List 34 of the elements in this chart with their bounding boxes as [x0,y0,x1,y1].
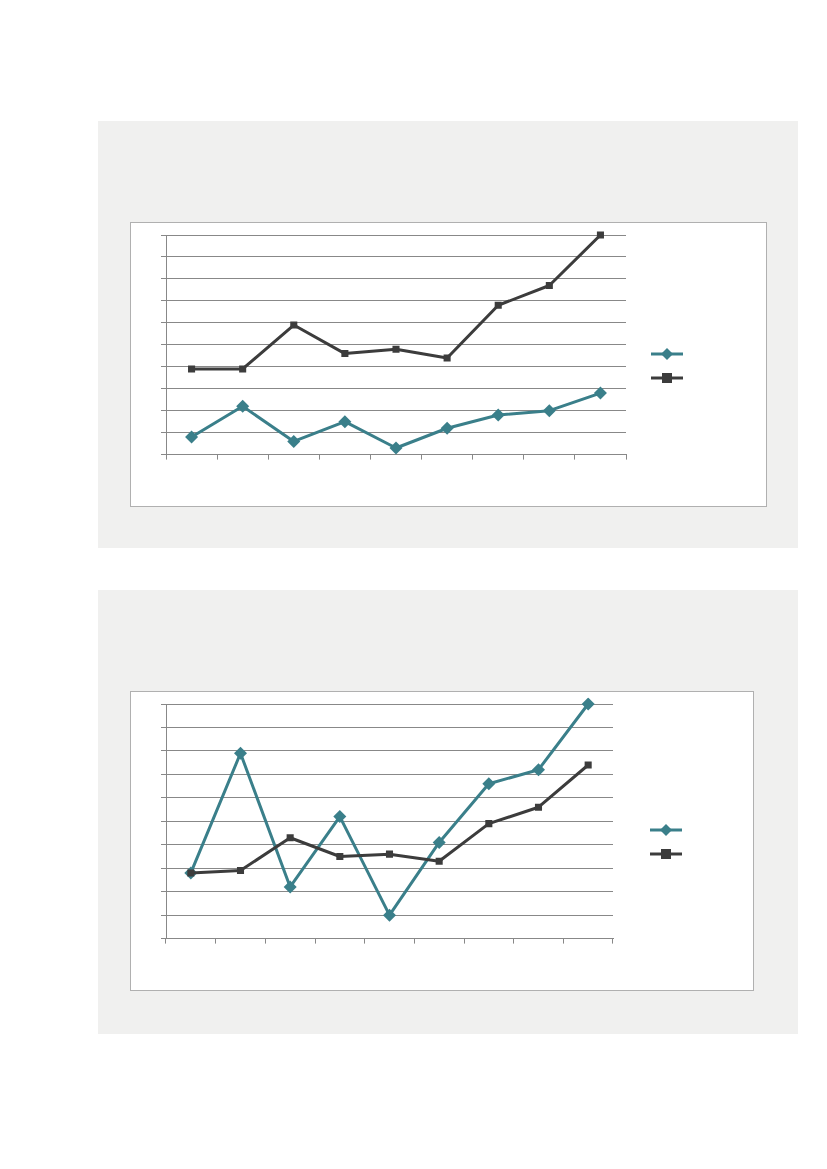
point [336,852,344,861]
point [341,350,349,358]
point [435,857,443,865]
point [283,880,297,894]
point [542,404,556,418]
point [188,365,196,373]
point [236,399,250,413]
point [234,746,247,760]
point [392,345,400,353]
point [333,810,347,824]
point [482,777,496,791]
point [584,761,592,769]
point [596,231,604,239]
point [494,301,502,309]
point [287,434,301,448]
point [532,763,545,777]
point [236,867,245,875]
point [593,386,607,400]
point [485,820,493,828]
point [290,321,298,329]
point [338,415,352,429]
point [385,850,394,858]
point [443,354,451,362]
point [440,421,454,435]
point [534,803,543,811]
point [432,835,446,849]
point [545,281,553,290]
point [389,441,403,455]
point [581,697,595,711]
point [286,834,294,842]
point [239,365,247,373]
point [185,430,199,444]
point [491,408,505,422]
point [383,908,396,922]
